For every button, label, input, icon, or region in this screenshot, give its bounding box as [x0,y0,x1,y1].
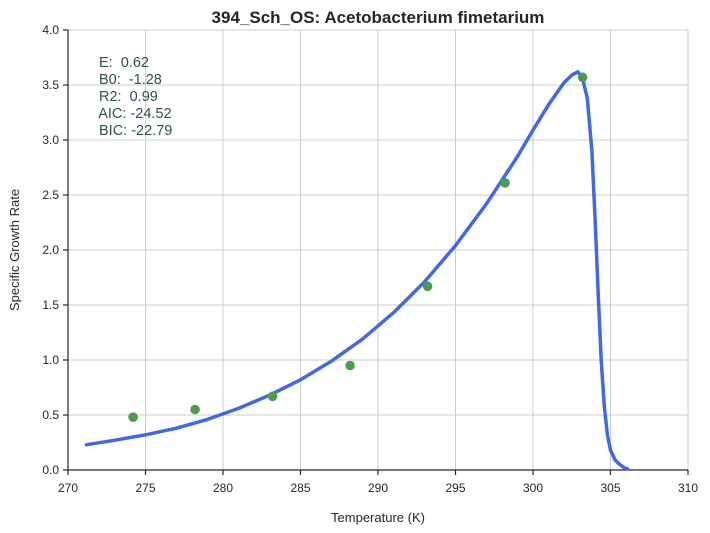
x-tick-label: 270 [58,481,78,495]
stat-b0: B0: -1.28 [99,72,162,88]
x-tick-label: 285 [290,481,310,495]
x-tick-label: 280 [213,481,233,495]
x-axis-label: Temperature (K) [331,510,425,525]
y-axis-label: Specific Growth Rate [7,189,22,311]
y-tick-label: 3.5 [42,78,59,92]
y-tick-label: 2.5 [42,188,59,202]
data-point [128,412,138,423]
data-point [267,391,278,402]
stat-r2: R2: 0.99 [99,89,158,105]
stat-aic: AIC: -24.52 [95,106,172,122]
ticks: 270 275 280 285 290 295 300 305 310 0.0 0.5 1.0 1.5 2… [42,23,698,495]
x-tick-label: 305 [600,481,620,495]
x-tick-label: 295 [445,481,465,495]
y-tick-label: 1.5 [42,298,59,312]
y-tick-label: 4.0 [42,23,59,37]
y-tick-label: 0.0 [42,463,59,477]
x-tick-label: 300 [523,481,543,495]
marks [84,70,630,471]
data-point [500,178,510,188]
data-point [577,72,588,83]
fit-line [84,70,630,471]
data-point [190,404,200,415]
y-tick-label: 2.0 [42,243,59,257]
x-tick-label: 310 [678,481,698,495]
y-tick-label: 0.5 [42,408,59,422]
y-tick-label: 1.0 [42,353,59,367]
x-tick-label: 275 [135,481,155,495]
stat-e: E: 0.62 [99,55,149,71]
x-tick-label: 290 [368,481,388,495]
fit-statistics: E: 0.62 B0: -1.28 R2: 0.99 AIC: -24.52 B… [95,55,172,139]
data-point [345,360,355,371]
stat-bic: BIC: -22.79 [99,123,172,139]
chart-title: 394_Sch_OS: Acetobacterium fimetarium [212,8,545,27]
data-point [422,281,433,292]
grid [68,29,689,470]
y-tick-label: 3.0 [42,133,59,147]
